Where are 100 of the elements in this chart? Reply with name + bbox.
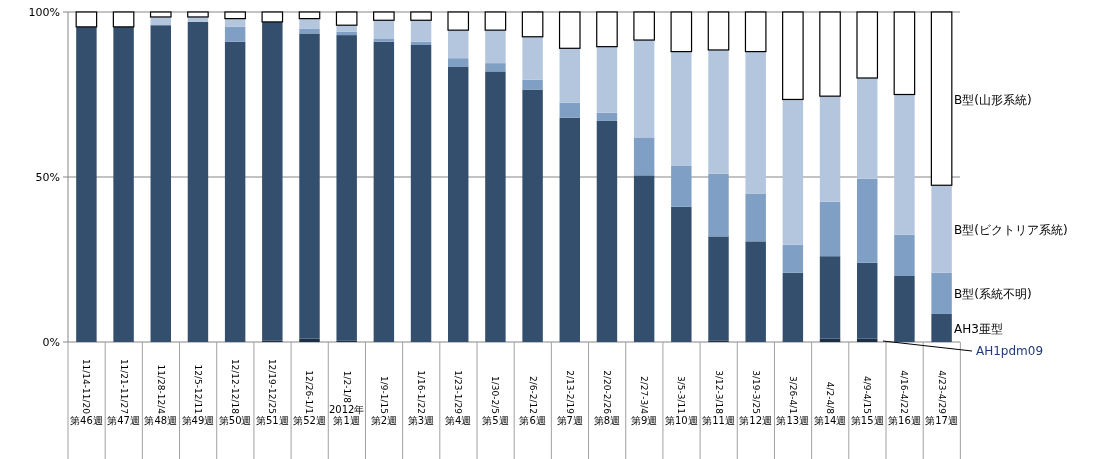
bar [559, 102, 580, 118]
x-tick-label: 12/26-1/1 第52週 [293, 370, 326, 426]
x-tick-label: 2/6-2/12 第6週 [519, 376, 546, 426]
bar [744, 11, 767, 53]
bar [633, 175, 655, 342]
bar [373, 41, 395, 342]
bar [448, 58, 469, 67]
bar [819, 201, 841, 257]
x-tick-label: 1/30-2/5 第5週 [482, 376, 509, 426]
bar [931, 272, 952, 314]
y-tick-label: 100% [28, 5, 60, 19]
bar [113, 26, 134, 342]
x-tick-label: 3/5-3/11 第10週 [664, 376, 698, 426]
bar [336, 31, 357, 36]
x-tick-label: 12/12-12/18 第50週 [218, 358, 252, 426]
bar [559, 117, 580, 342]
bar [373, 11, 395, 21]
bar [596, 46, 618, 113]
bar [485, 71, 506, 342]
bar [261, 11, 284, 23]
bar [745, 241, 766, 342]
series-label: AH3亜型 [954, 321, 1003, 336]
bar [484, 11, 507, 31]
bar [708, 49, 729, 174]
bar [671, 206, 692, 342]
bar [782, 99, 804, 245]
bar [521, 11, 544, 38]
x-tick-label: 11/28-12/4 第48週 [144, 364, 178, 426]
bar [596, 112, 618, 121]
bar [373, 20, 395, 39]
bar [522, 36, 543, 80]
bar [224, 41, 246, 342]
bar [522, 89, 543, 342]
bar [857, 178, 878, 263]
bar [819, 256, 841, 339]
x-tick-label: 2/13-2/19 第7週 [556, 370, 583, 426]
bar [745, 193, 766, 242]
x-tick-label: 4/16-4/22 第16週 [888, 370, 921, 426]
bar [819, 96, 841, 202]
series-label: B型(山形系統) [954, 92, 1032, 107]
bar [708, 173, 729, 237]
series-label: B型(ビクトリア系統) [954, 222, 1068, 237]
bar [671, 51, 692, 166]
bar [782, 272, 804, 342]
bar [299, 338, 320, 342]
bar [931, 185, 952, 273]
bar [447, 11, 470, 31]
bar [857, 338, 878, 342]
bar [633, 40, 655, 138]
bar [298, 11, 321, 20]
bar [335, 11, 358, 26]
bar [410, 45, 432, 342]
bar [782, 11, 804, 101]
bar [224, 18, 246, 27]
bar [671, 165, 692, 207]
bar [299, 18, 320, 29]
x-tick-label: 4/2-4/8 第14週 [813, 381, 847, 426]
y-tick-label: 0% [42, 335, 60, 349]
x-tick-label: 2/27-3/4 第9週 [630, 376, 658, 426]
bar [857, 78, 878, 179]
bar [559, 48, 580, 103]
bar [894, 234, 915, 276]
bar [187, 11, 209, 18]
bar [894, 94, 915, 235]
x-tick-label: 4/23-4/29 第17週 [925, 370, 958, 426]
bar [262, 21, 283, 341]
bar [930, 11, 953, 186]
bar [485, 63, 506, 72]
bar [819, 11, 841, 97]
bar [410, 11, 432, 21]
x-tick-label: 3/19-3/25 第12週 [739, 370, 773, 426]
bar [522, 79, 543, 90]
x-tick-label: 4/9-4/15 第15週 [850, 376, 884, 426]
bar [670, 11, 693, 53]
x-tick-label: 1/9-1/15 第2週 [370, 376, 398, 426]
x-tick-label: 2/20-2/26 第8週 [593, 370, 621, 426]
text: AH1pdm09 [976, 344, 1044, 358]
series-label: B型(系統不明) [954, 287, 1032, 302]
bar [596, 120, 618, 342]
x-tick-label: 3/26-4/1 第13週 [776, 376, 810, 426]
bar [893, 11, 916, 96]
bar [856, 11, 879, 79]
bar [224, 11, 246, 20]
bar [931, 313, 952, 342]
bar [150, 25, 171, 342]
x-tick-label: 1/23-1/29 第4週 [445, 370, 472, 426]
bar [299, 33, 320, 339]
bar [76, 26, 97, 342]
bar [707, 11, 730, 51]
x-tick-label: 3/12-3/18 第11週 [702, 370, 735, 426]
bar [336, 25, 357, 32]
bar [596, 11, 618, 48]
bar [336, 35, 357, 341]
x-tick-label: 12/19-12/25 第51週 [255, 358, 289, 426]
x-tick-label: 11/14-11/20 第46週 [70, 358, 103, 426]
bar [633, 137, 655, 176]
x-tick-label: 11/21-11/27 第47週 [107, 358, 140, 426]
bar [112, 11, 135, 28]
bar [708, 236, 729, 341]
bar [373, 38, 395, 42]
